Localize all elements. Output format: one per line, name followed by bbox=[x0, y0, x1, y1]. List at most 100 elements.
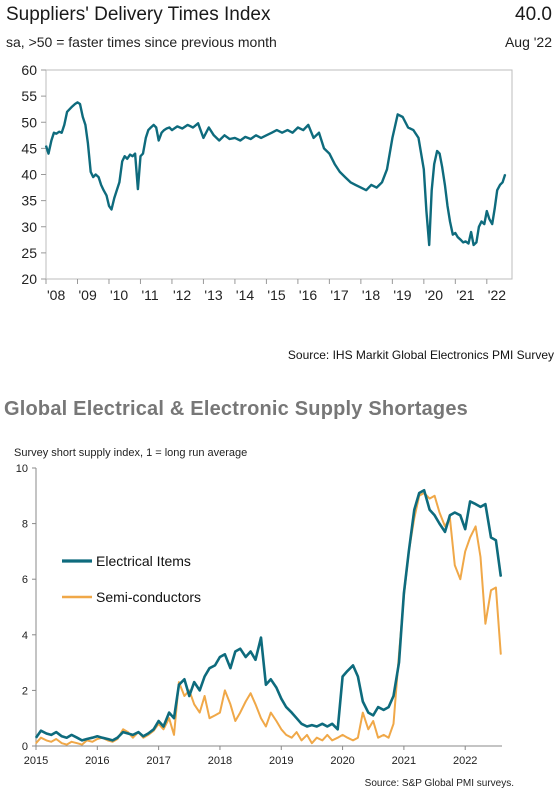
chart1-data-point bbox=[158, 139, 160, 142]
chart1-data-point bbox=[95, 173, 97, 176]
chart1-data-point bbox=[334, 163, 336, 165]
chart2-semiconductor-point bbox=[224, 689, 226, 692]
chart1-data-point bbox=[470, 231, 472, 233]
chart2-electrical-point bbox=[188, 695, 190, 697]
chart2-electrical-point bbox=[153, 728, 155, 730]
chart2-y-tick-label: 6 bbox=[22, 574, 28, 586]
chart2-electrical-point bbox=[459, 514, 461, 516]
chart2-electrical-point bbox=[254, 659, 257, 661]
chart2-semiconductor-point bbox=[250, 692, 252, 694]
chart1-y-tick-label: 25 bbox=[21, 245, 37, 261]
chart2-x-tick-label: 2020 bbox=[330, 755, 354, 767]
chart2-electrical-point bbox=[50, 734, 52, 736]
chart1-data-point bbox=[475, 241, 477, 243]
chart1-data-point bbox=[192, 126, 194, 129]
chart2-electrical-point bbox=[342, 675, 344, 678]
chart1-y-tick-label: 40 bbox=[21, 167, 37, 183]
chart1-data-point bbox=[103, 189, 105, 191]
chart1-data-point bbox=[55, 133, 58, 135]
chart2-electrical-point bbox=[337, 728, 339, 730]
chart2-legend-label: Semi-conductors bbox=[96, 589, 201, 605]
chart1-data-point bbox=[417, 137, 420, 139]
chart1-data-point bbox=[271, 132, 273, 134]
chart1-data-point bbox=[441, 166, 443, 168]
chart1-x-tick-label: '20 bbox=[425, 287, 443, 303]
chart1-data-point bbox=[121, 160, 123, 162]
chart1-data-point bbox=[454, 232, 456, 234]
chart2-electrical-point bbox=[137, 731, 139, 733]
chart2-electrical-point bbox=[392, 695, 395, 697]
chart2-semiconductor-point bbox=[45, 739, 48, 742]
chart1-data-point bbox=[467, 242, 470, 245]
chart1-data-point bbox=[412, 129, 414, 131]
chart1-data-point bbox=[90, 171, 92, 173]
chart2-electrical-point bbox=[475, 503, 477, 505]
chart2-electrical-point bbox=[122, 731, 124, 733]
chart2-electrical-point bbox=[403, 592, 405, 594]
chart2-electrical-point bbox=[66, 737, 68, 739]
chart1-data-point bbox=[155, 126, 157, 129]
chart2-semiconductor-point bbox=[234, 720, 236, 722]
chart2-electrical-point bbox=[107, 738, 109, 740]
chart1-series-line bbox=[44, 101, 507, 247]
chart1-x-tick-label: '22 bbox=[488, 287, 506, 303]
chart1-data-point bbox=[50, 139, 53, 142]
chart1-data-point bbox=[323, 147, 325, 149]
chart1-data-point bbox=[76, 101, 79, 103]
chart2-semiconductor-point bbox=[173, 734, 175, 736]
chart2-semiconductor-point bbox=[66, 744, 68, 746]
chart2-semiconductor-point bbox=[357, 737, 359, 739]
chart1-data-point bbox=[239, 139, 241, 142]
chart2-semiconductor-point bbox=[291, 737, 293, 739]
chart1-data-point bbox=[452, 234, 454, 236]
chart1-data-point bbox=[105, 194, 108, 196]
chart2-x-tick-label: 2022 bbox=[453, 755, 477, 767]
chart2-y-tick-label: 8 bbox=[22, 519, 28, 531]
chart2-electrical-point bbox=[300, 723, 303, 725]
chart1-subtitle: sa, >50 = faster times since previous mo… bbox=[6, 34, 277, 50]
chart2-semiconductor-point bbox=[265, 725, 267, 728]
chart2-electrical-point bbox=[35, 737, 37, 739]
chart1-data-point bbox=[291, 132, 294, 134]
chart1-data-point bbox=[318, 132, 320, 134]
chart1-data-point bbox=[370, 184, 372, 186]
chart2-electrical-point bbox=[101, 737, 103, 739]
chart1-data-point bbox=[98, 176, 100, 178]
chart1-data-point bbox=[53, 132, 55, 134]
chart2-semiconductor-point bbox=[280, 728, 282, 730]
chart1-source: Source: IHS Markit Global Electronics PM… bbox=[287, 348, 554, 362]
chart1-x-tick-label: '17 bbox=[330, 287, 348, 303]
chart1-data-point bbox=[376, 187, 378, 189]
chart2-semiconductor-point bbox=[270, 712, 272, 714]
chart2-semiconductor-point bbox=[122, 728, 124, 730]
chart2-semiconductor-point bbox=[245, 700, 247, 703]
chart2-electrical-point bbox=[372, 714, 374, 717]
chart2-semiconductor-point bbox=[260, 717, 262, 719]
chart1-data-point bbox=[45, 145, 47, 147]
chart1-data-point bbox=[397, 113, 399, 115]
chart1-y-tick-label: 30 bbox=[21, 219, 37, 235]
chart2-semiconductor-point bbox=[71, 741, 73, 743]
chart2-electrical-point bbox=[193, 681, 195, 683]
chart1-data-point bbox=[302, 129, 304, 131]
chart2-electrical-point bbox=[199, 689, 201, 692]
chart1-data-point bbox=[360, 187, 362, 189]
chart1-x-tick-label: '09 bbox=[78, 287, 96, 303]
chart2-electrical-point bbox=[265, 684, 267, 686]
chart2-semiconductor-point bbox=[321, 739, 323, 742]
chart1-data-point bbox=[307, 124, 309, 126]
chart1-data-point bbox=[171, 129, 173, 131]
chart1-data-point bbox=[79, 103, 81, 105]
chart1-y-tick-label: 35 bbox=[21, 193, 37, 209]
chart2-x-tick-label: 2015 bbox=[24, 755, 48, 767]
chart2-electrical-point bbox=[296, 717, 298, 719]
chart1-data-point bbox=[449, 220, 451, 223]
chart1-data-point bbox=[153, 124, 155, 126]
chart1-data-point bbox=[74, 103, 76, 105]
chart2-electrical-point bbox=[147, 732, 149, 735]
chart2-electrical-point bbox=[132, 734, 134, 736]
chart1-data-point bbox=[145, 137, 147, 139]
chart1-data-point bbox=[344, 176, 346, 178]
chart2-electrical-point bbox=[408, 550, 410, 553]
